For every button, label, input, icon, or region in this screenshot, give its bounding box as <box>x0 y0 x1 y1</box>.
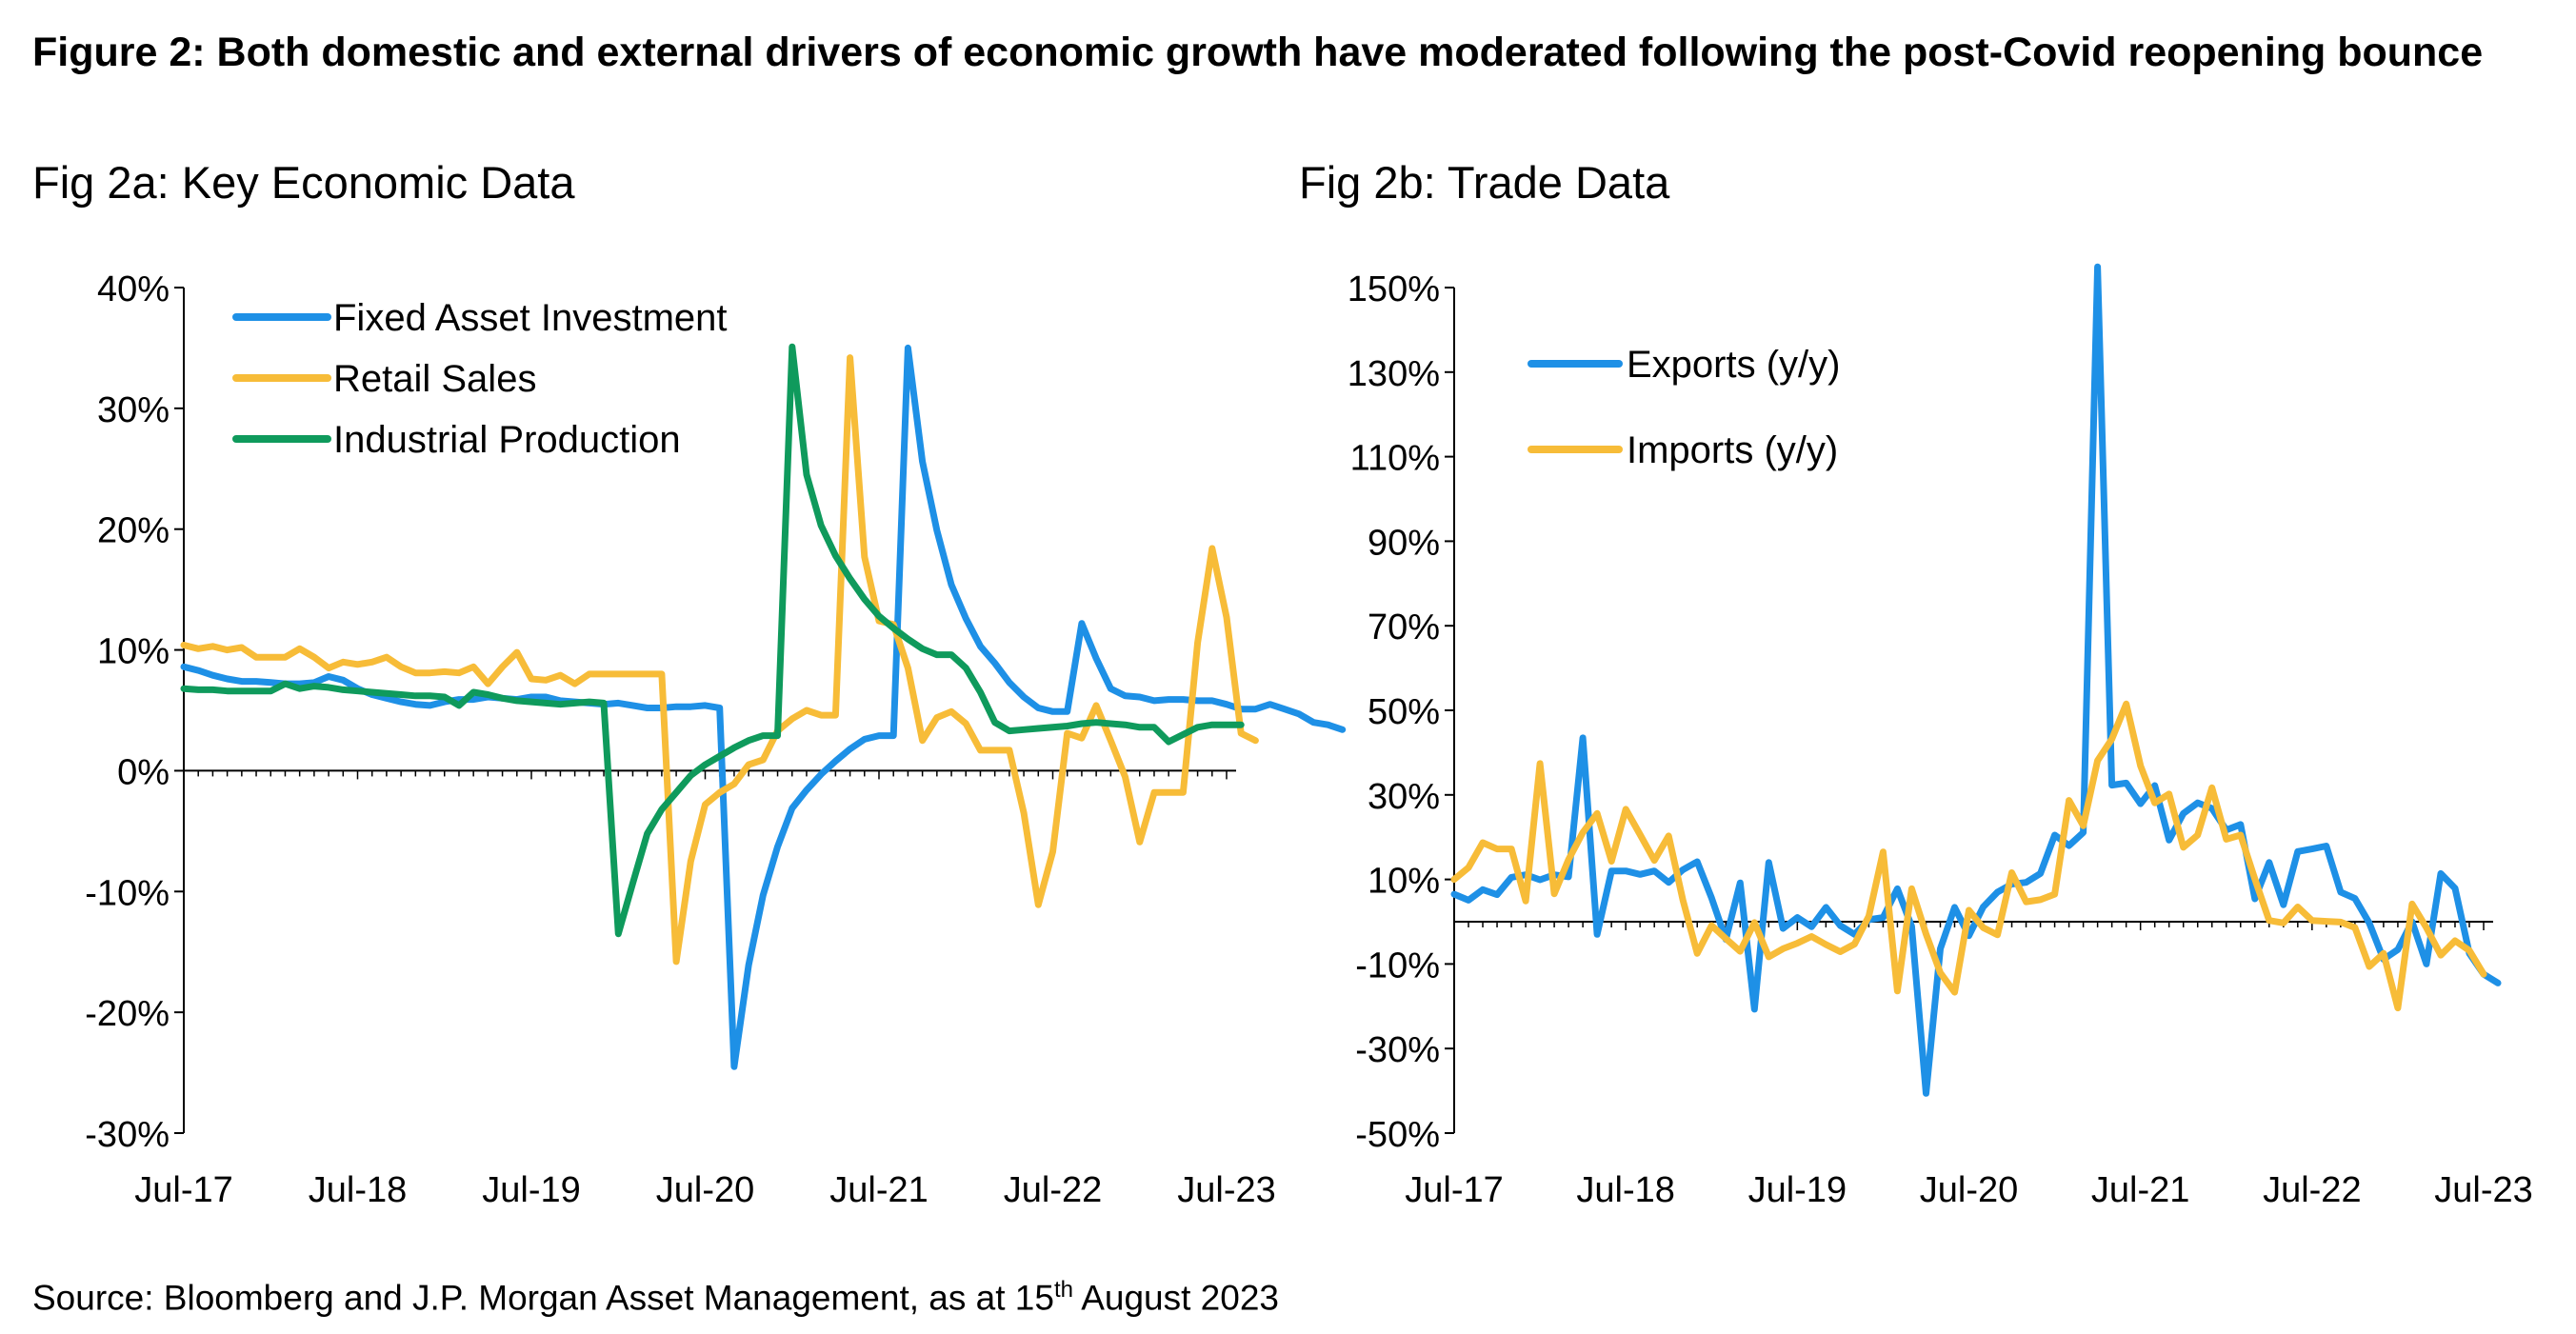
y-tick-label: 150% <box>1348 269 1440 309</box>
x-tick-label: Jul-23 <box>1177 1170 1276 1210</box>
x-tick-label: Jul-23 <box>2434 1170 2533 1210</box>
chart-b-title: Fig 2b: Trade Data <box>1299 157 1670 208</box>
x-tick-label: Jul-19 <box>482 1170 581 1210</box>
figure-title: Figure 2: Both domestic and external dri… <box>32 30 2484 75</box>
y-tick-label: -20% <box>85 994 170 1034</box>
y-tick-label: 10% <box>1368 862 1440 902</box>
y-tick-label: 30% <box>97 390 170 430</box>
x-tick-label: Jul-17 <box>134 1170 233 1210</box>
y-tick-label: 110% <box>1350 439 1440 479</box>
source-suffix: August 2023 <box>1072 1278 1279 1318</box>
x-tick-label: Jul-17 <box>1405 1170 1504 1210</box>
chart-a-key-economic-data: 40% 30% 20% 10% 0% -10% -20% -30% Jul-17 Jul-18 Ju… <box>85 269 1347 1210</box>
y-tick-label: -30% <box>1355 1030 1440 1070</box>
x-tick-label: Jul-22 <box>1004 1170 1103 1210</box>
y-tick-label: 40% <box>97 269 170 309</box>
x-tick-label: Jul-22 <box>2263 1170 2362 1210</box>
y-tick-label: 20% <box>97 511 170 551</box>
x-tick-label: Jul-18 <box>1576 1170 1675 1210</box>
y-tick-label: 90% <box>1368 523 1440 563</box>
x-tick-label: Jul-21 <box>2091 1170 2190 1210</box>
chart-b-trade-data: 150% 130% 110% 90% 70% 50% 30% 10% -10% -30% -50% J… <box>1348 263 2533 1210</box>
x-tick-label: Jul-19 <box>1748 1170 1847 1210</box>
y-tick-label: 130% <box>1348 354 1440 394</box>
source-note: Source: Bloomberg and J.P. Morgan Asset … <box>32 1268 1279 1320</box>
legend-label: Retail Sales <box>333 358 536 400</box>
y-tick-label: 10% <box>97 632 170 672</box>
x-tick-label: Jul-20 <box>656 1170 755 1210</box>
chart-a-title: Fig 2a: Key Economic Data <box>32 157 575 208</box>
y-tick-label: 50% <box>1368 692 1440 732</box>
x-tick-label: Jul-18 <box>309 1170 408 1210</box>
y-tick-label: -50% <box>1355 1115 1440 1155</box>
y-tick-label: -10% <box>1355 946 1440 986</box>
series-line <box>1450 263 2502 1097</box>
y-tick-label: 30% <box>1368 777 1440 817</box>
legend-label: Imports (y/y) <box>1627 429 1838 471</box>
series-line <box>1450 700 2487 1012</box>
charts-canvas: 40% 30% 20% 10% 0% -10% -20% -30% Jul-17 Jul-18 Ju… <box>85 263 2533 1210</box>
series-line <box>180 343 1245 938</box>
legend-label: Exports (y/y) <box>1627 344 1840 386</box>
y-tick-label: -30% <box>85 1115 170 1155</box>
source-prefix: Source: Bloomberg and J.P. Morgan Asset … <box>32 1278 1054 1318</box>
legend-label: Fixed Asset Investment <box>333 297 728 339</box>
x-tick-label: Jul-20 <box>1920 1170 2019 1210</box>
y-tick-label: 0% <box>117 752 170 792</box>
x-tick-label: Jul-21 <box>829 1170 929 1210</box>
legend-label: Industrial Production <box>333 419 681 461</box>
source-superscript: th <box>1053 1277 1073 1303</box>
y-tick-label: 70% <box>1368 607 1440 647</box>
series-line <box>180 354 1259 966</box>
y-tick-label: -10% <box>85 873 170 913</box>
